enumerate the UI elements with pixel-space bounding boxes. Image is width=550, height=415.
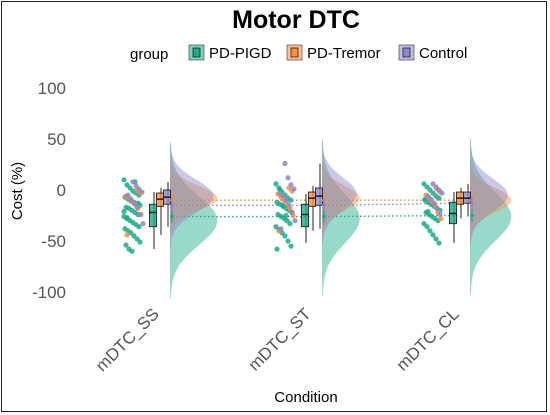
data-point (285, 175, 291, 181)
density-cloud (170, 158, 218, 238)
data-point (436, 195, 442, 201)
data-point (430, 232, 436, 238)
data-point (285, 238, 291, 244)
density-cloud (470, 142, 508, 248)
y-tick-label: 100 (38, 79, 66, 98)
chart-title: Motor DTC (232, 6, 360, 34)
data-point (123, 242, 129, 248)
data-point (282, 233, 288, 239)
mean-point (470, 201, 474, 206)
data-point (289, 209, 295, 216)
density-cloud (470, 161, 512, 240)
data-point (427, 228, 433, 234)
data-point (137, 239, 143, 245)
x-axis-ticks: mDTC_SS mDTC_ST mDTC_CL (92, 304, 463, 375)
x-axis-label: Condition (274, 389, 337, 406)
data-point (136, 224, 142, 230)
y-tick-label: -100 (32, 283, 66, 302)
mean-point (322, 214, 326, 219)
y-axis-label: Cost (%) (9, 162, 26, 220)
y-tick-label: 0 (57, 181, 66, 200)
data-point (439, 190, 445, 196)
data-point (278, 226, 284, 232)
data-point (424, 224, 430, 230)
data-point (431, 200, 437, 206)
data-point (437, 211, 443, 218)
legend-title: group (130, 46, 168, 63)
data-point (434, 205, 440, 211)
y-axis-ticks: 100 50 0 -50 -100 (32, 79, 66, 302)
data-point (125, 192, 131, 198)
legend-key-box (402, 47, 411, 58)
y-tick-label: 50 (47, 130, 66, 149)
mean-point (322, 203, 326, 208)
data-point (129, 248, 135, 254)
data-point (428, 196, 434, 202)
y-tick-label: -50 (41, 232, 66, 251)
plot-area (121, 138, 512, 299)
data-point (273, 181, 279, 187)
data-point (134, 204, 140, 210)
legend-key-box (290, 47, 299, 58)
data-point (288, 243, 294, 249)
data-point (124, 232, 130, 238)
density-cloud (322, 158, 360, 238)
data-point (291, 186, 297, 192)
density-cloud (322, 141, 357, 247)
data-point (283, 197, 289, 203)
data-point (280, 193, 286, 199)
data-point (288, 182, 294, 188)
data-point (436, 240, 442, 246)
data-point (286, 202, 292, 208)
density-cloud (322, 140, 360, 297)
data-point (131, 200, 137, 206)
data-point (288, 197, 294, 203)
mean-point (170, 214, 174, 219)
data-point (140, 221, 146, 227)
data-point (128, 196, 134, 202)
mean-point (170, 203, 174, 208)
data-point (283, 212, 289, 219)
density-cloud (470, 138, 512, 295)
data-point (287, 221, 293, 227)
legend: group PD-PIGD PD-Tremor Control (130, 44, 467, 63)
density-cloud (170, 143, 214, 249)
mean-point (470, 213, 474, 218)
data-point (425, 208, 431, 215)
data-point (433, 236, 439, 242)
data-point (438, 215, 444, 222)
data-point (282, 160, 288, 167)
mean-line (327, 214, 459, 218)
data-point (121, 177, 127, 183)
legend-label: Control (419, 45, 467, 62)
data-point (124, 214, 130, 221)
data-point (137, 211, 143, 218)
box-iqr (149, 203, 157, 228)
data-point (280, 202, 286, 208)
box-iqr (308, 191, 316, 207)
legend-label: PD-Tremor (307, 45, 381, 62)
x-tick-label: mDTC_CL (393, 304, 463, 374)
data-point (274, 246, 280, 252)
legend-key-box (192, 47, 201, 58)
density-cloud (170, 142, 218, 299)
data-point (121, 208, 127, 215)
legend-label: PD-PIGD (209, 45, 272, 62)
x-tick-label: mDTC_ST (245, 304, 315, 374)
data-point (130, 179, 136, 185)
data-point (292, 218, 298, 224)
x-tick-label: mDTC_SS (92, 304, 163, 375)
box-iqr (301, 203, 309, 228)
data-point (139, 189, 145, 195)
